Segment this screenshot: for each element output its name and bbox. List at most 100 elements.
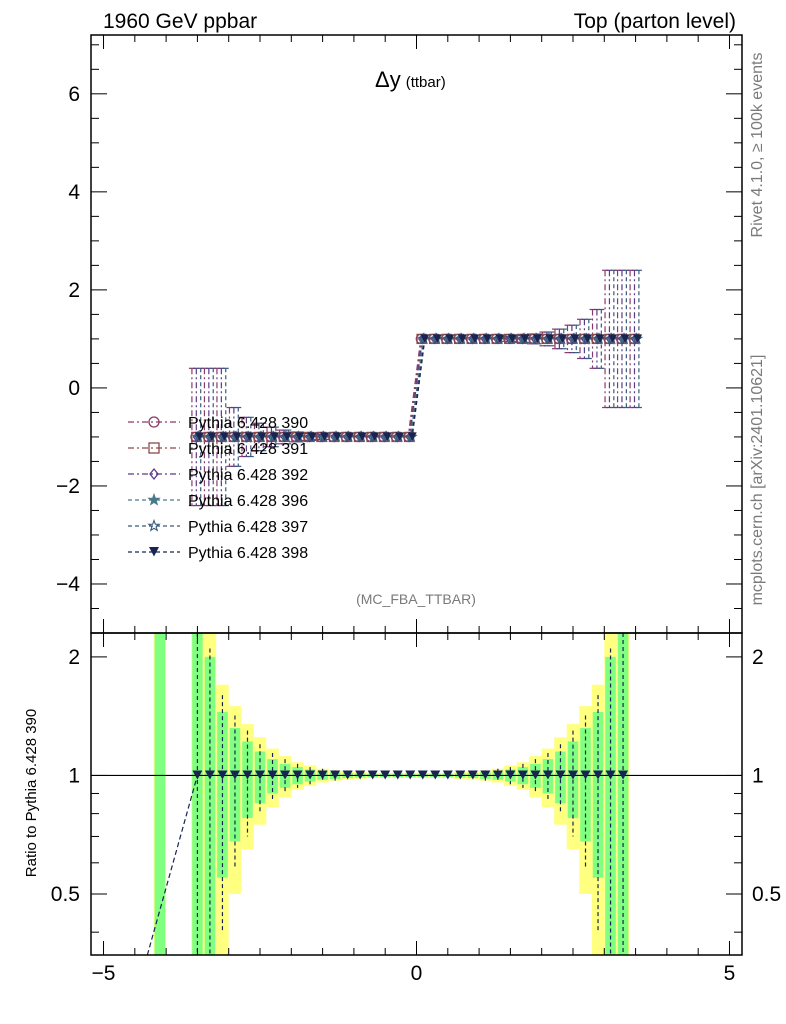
y-tick-label: 4 [68,181,80,204]
ratio-marker [442,770,453,780]
data-point [507,334,517,343]
legend-marker [147,518,161,532]
ratio-y-tick-label: 0.5 [51,883,80,906]
data-point [307,432,317,441]
ratio-marker [417,770,428,780]
ratio-marker [355,770,366,780]
ratio-marker [467,770,478,780]
data-point [633,334,643,343]
data-point [395,432,405,441]
x-tick-label: 5 [724,962,736,985]
ratio-marker [242,770,253,780]
plot-title: Δy (ttbar) [375,67,446,92]
ratio-marker [492,770,503,780]
ratio-y-tick-label-right: 2 [752,646,764,669]
data-point [620,334,630,343]
ratio-marker [217,770,228,780]
legend-marker [148,416,160,428]
legend-entry: Pythia 6.428 397 [188,519,308,536]
ratio-marker [392,770,403,780]
ratio-marker [480,770,491,780]
ratio-marker [405,770,416,780]
ratio-marker [380,770,391,780]
ratio-band-green [154,633,166,955]
data-point [470,334,480,343]
ratio-marker [580,770,591,780]
ratio-marker [593,770,604,780]
ratio-marker [280,770,291,780]
main-series-markers [190,332,644,443]
ratio-marker [505,770,516,780]
ratio-marker [542,770,553,780]
ratio-series-lines [91,633,742,956]
header-left-label: 1960 GeV ppbar [103,10,257,33]
plot-title-sub: (ttbar) [406,74,446,91]
plot-title-main: Δy [375,67,401,92]
data-point [232,432,242,441]
data-point [194,432,204,441]
data-point [244,432,254,441]
ratio-uncertainty-bands [153,633,630,955]
axis-ticks: −5 0 5 −4 −2 0 2 4 6 0.5 0.5 1 1 2 2 [51,35,781,985]
data-point [495,334,505,343]
ratio-y-tick-label-right: 0.5 [752,883,781,906]
ratio-y-axis-label: Ratio to Pythia 6.428 390 [23,709,40,877]
data-point [282,432,292,441]
mcplots-label: mcplots.cern.ch [arXiv:2401.10621] [749,355,766,606]
y-tick-label: 2 [68,279,80,302]
data-point [482,334,492,343]
data-point [583,334,593,343]
legend-entry: Pythia 6.428 392 [188,467,308,484]
ratio-marker [292,770,303,780]
rivet-label: Rivet 4.1.0, ≥ 100k events [749,53,766,238]
data-point [270,432,280,441]
y-tick-label: −4 [56,573,80,596]
legend-marker [147,492,161,506]
ratio-marker [455,770,466,780]
data-point [357,432,367,441]
data-point [207,432,217,441]
data-point [382,432,392,441]
ratio-marker [229,770,240,780]
ratio-band-green [229,727,241,842]
data-point [407,432,417,441]
ratio-marker [555,770,566,780]
x-tick-label: −5 [92,962,116,985]
ratio-marker [517,770,528,780]
y-tick-label: 0 [68,377,80,400]
ratio-marker [204,770,215,780]
y-tick-label: 6 [68,83,80,106]
ratio-band-green [580,727,591,842]
data-point [457,334,467,343]
data-point [545,334,555,343]
ratio-marker [267,770,278,780]
legend-entry: Pythia 6.428 390 [188,415,308,432]
ratio-marker [367,770,378,780]
ratio-y-tick-label-right: 1 [752,764,764,787]
ratio-panel-frame [90,632,743,956]
data-point [595,334,605,343]
data-point [295,432,305,441]
legend: Pythia 6.428 390 Pythia 6.428 391 Pythia 6… [128,415,308,562]
ratio-marker [192,770,203,780]
legend-marker [148,442,160,454]
data-point [219,432,229,441]
ratio-marker [530,770,541,780]
ratio-marker [618,770,629,780]
legend-entry: Pythia 6.428 398 [188,545,308,562]
legend-entry: Pythia 6.428 391 [188,441,308,458]
ratio-series-line [146,775,198,956]
data-point [557,334,567,343]
ratio-marker [305,770,316,780]
data-point [445,334,455,343]
data-point [520,334,530,343]
legend-entry: Pythia 6.428 396 [188,493,308,510]
data-point [420,334,430,343]
ratio-marker [430,770,441,780]
ratio-marker [317,770,328,780]
data-point [320,432,330,441]
ratio-marker [605,770,616,780]
data-point [332,432,342,441]
data-point [345,432,355,441]
